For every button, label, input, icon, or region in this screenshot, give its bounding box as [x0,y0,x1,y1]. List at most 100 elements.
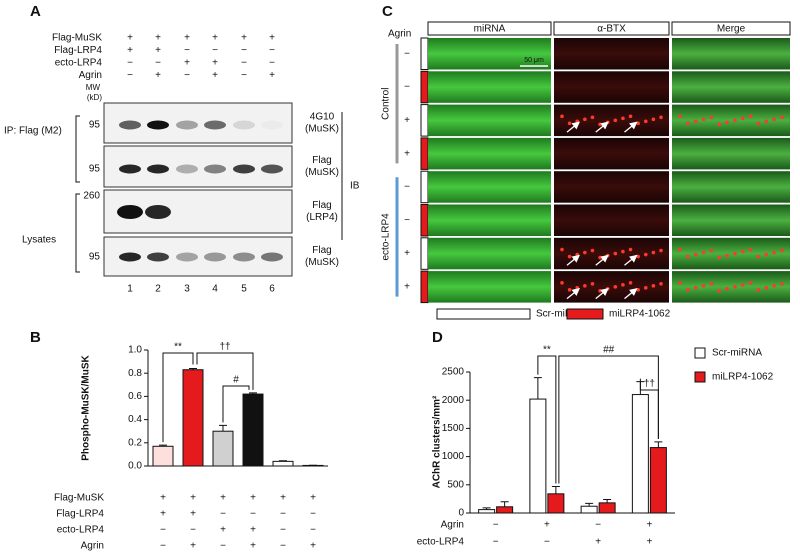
condition-sign: − [155,58,161,69]
cluster [709,115,714,120]
legend-swatch [436,308,531,320]
row-sign: + [404,248,410,259]
cluster [643,252,648,257]
panel-label: B [30,329,41,346]
band [176,164,198,174]
band [233,120,255,130]
cluster [733,251,737,256]
mw-header: MW [86,83,101,92]
condition-sign: + [250,525,256,536]
micrograph [554,204,669,236]
arrow [566,254,581,266]
error-bar [219,424,227,432]
condition-sign: − [184,70,190,81]
condition-swatch [420,137,429,170]
cluster [725,120,729,125]
error-bar [603,498,612,503]
agrin-label: Agrin [388,29,411,40]
y-tick-label: 0.0 [128,461,142,472]
condition-label: Flag-MuSK [52,33,102,44]
cluster [725,287,729,291]
group-label: Control [381,88,392,120]
micrograph [672,137,790,170]
bar [212,430,234,467]
micrograph [428,204,551,236]
blot-label: Flag [312,200,331,211]
column-title: α-BTX [597,24,626,35]
cluster [733,285,737,289]
condition-sign: − [241,70,247,81]
band [204,252,226,262]
row-sign: − [404,48,410,59]
condition-sign: − [493,520,499,531]
condition-swatch [420,170,429,204]
condition-sign: − [310,525,316,536]
cluster [701,117,706,122]
condition-swatch [420,37,429,70]
band [204,120,226,130]
condition-sign: + [220,493,226,504]
cluster [590,115,595,120]
bar [242,393,264,467]
blot-label: 4G10 [310,112,335,123]
significance-label: ## [603,345,615,356]
cluster [567,288,572,292]
condition-sign: + [184,58,190,69]
cluster [567,254,572,259]
cluster [780,115,784,120]
cluster [590,282,595,286]
condition-label: ecto-LRP4 [57,525,105,536]
cluster [693,252,698,257]
micrograph [428,271,551,303]
bar [478,509,496,514]
condition-sign: − [212,45,218,56]
condition-swatch [420,104,429,137]
condition-sign: + [155,45,161,56]
cluster [748,281,753,285]
blot-label: (MuSK) [305,257,339,268]
cluster [717,122,722,127]
condition-sign: + [212,58,218,69]
condition-sign: + [220,525,226,536]
y-tick-label: 500 [447,479,464,490]
cluster [764,286,769,290]
error-bar [249,392,257,395]
legend-label: miLRP4-1062 [712,372,774,383]
cluster [717,289,722,293]
cluster [686,288,690,292]
micrograph [428,171,551,203]
condition-sign: − [127,70,133,81]
condition-sign: − [280,509,286,520]
condition-label: Agrin [79,70,102,81]
micrograph [554,104,669,137]
legend-swatch [694,371,706,383]
micrograph [672,104,790,137]
band [147,252,169,262]
band [233,164,255,174]
condition-sign: − [220,541,226,552]
band [119,120,141,130]
column-header [671,21,791,36]
condition-label: Agrin [81,541,104,552]
condition-sign: + [544,520,550,531]
condition-sign: − [220,509,226,520]
cluster [717,255,722,260]
band [119,252,141,262]
blot-label: (MuSK) [305,124,339,135]
bar [529,398,547,514]
cluster [621,249,625,254]
bracket [75,115,80,183]
cluster [764,252,769,257]
cluster [643,286,648,290]
arrow [595,121,609,133]
condition-sign: − [269,58,275,69]
cluster [560,247,564,252]
condition-sign: − [493,537,499,548]
cluster [613,285,618,289]
condition-sign: − [595,520,601,531]
y-tick-label: 2500 [442,367,465,378]
arrow [566,121,581,133]
cluster [598,289,602,293]
y-tick-label: 0 [458,508,464,519]
cluster [686,254,690,259]
